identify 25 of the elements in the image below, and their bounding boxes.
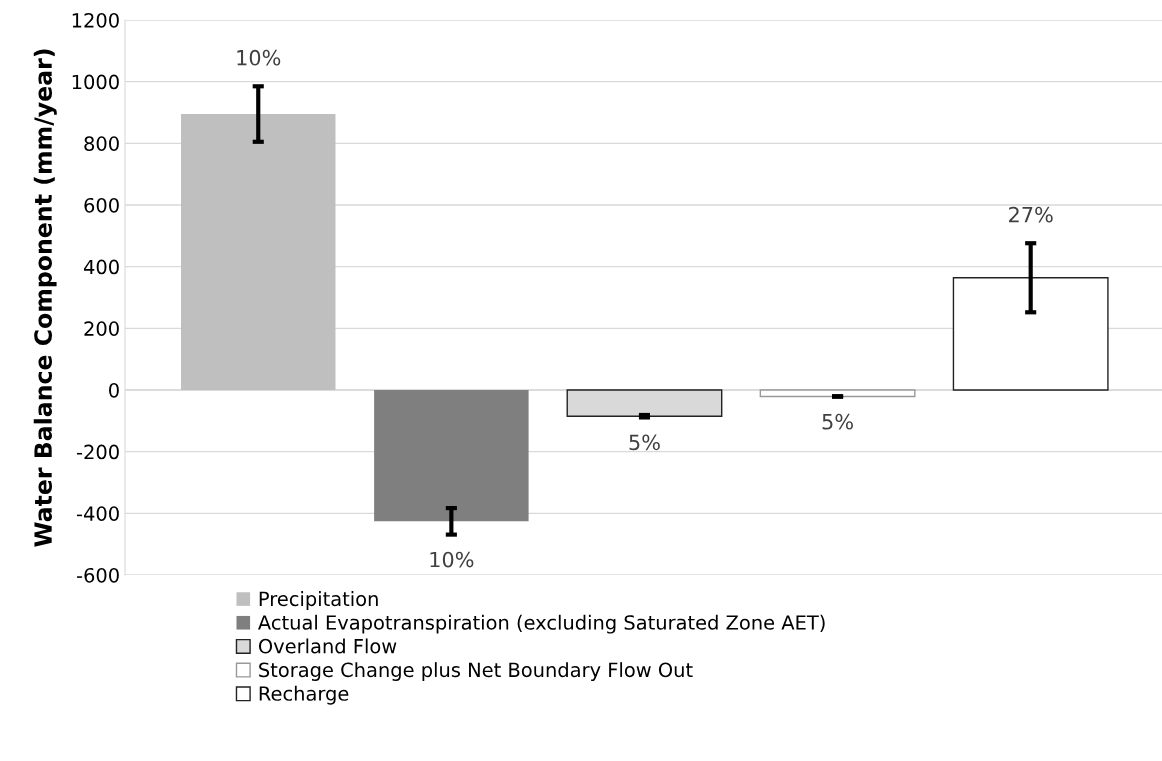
annotation: 5% xyxy=(629,434,660,451)
y-tick-label: 800 xyxy=(84,136,119,151)
y-tick-label: -200 xyxy=(76,444,119,460)
annotation: 10% xyxy=(430,551,474,568)
y-tick-label: 600 xyxy=(84,197,119,213)
annotation: 27% xyxy=(1009,206,1053,223)
legend-label: Storage Change plus Net Boundary Flow Out xyxy=(259,662,693,681)
y-tick-label: 0 xyxy=(109,382,119,398)
y-tick-label: -600 xyxy=(76,567,119,583)
legend-label: Precipitation xyxy=(259,591,378,610)
y-tick-label: 1000 xyxy=(72,74,119,90)
bar xyxy=(181,114,336,390)
y-tick-label: 1200 xyxy=(72,12,119,28)
legend-label: Recharge xyxy=(259,685,349,705)
y-axis-title: Water Balance Component (mm/year) xyxy=(33,49,57,547)
bar xyxy=(952,277,1109,391)
bar xyxy=(374,390,529,522)
y-tick-label: 400 xyxy=(83,259,119,275)
legend-label: Overland Flow xyxy=(258,638,397,654)
legend-label: Actual Evapotranspiration (excluding Saturated Zone AET) xyxy=(258,614,825,634)
annotation: 10% xyxy=(237,49,281,66)
y-tick-label: 200 xyxy=(84,321,119,336)
bar xyxy=(759,389,916,398)
annotation: 5% xyxy=(822,413,853,430)
y-tick-label: -400 xyxy=(76,506,119,521)
